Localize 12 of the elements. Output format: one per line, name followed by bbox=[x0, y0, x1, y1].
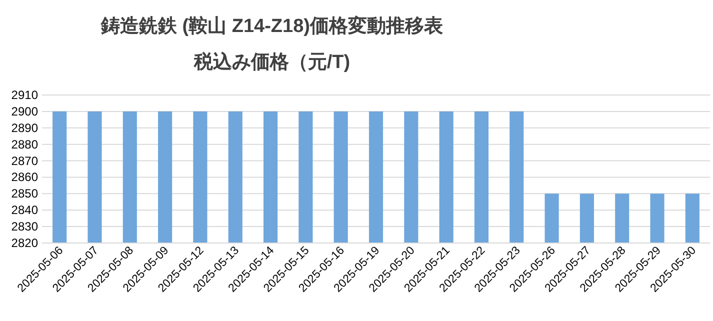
y-tick-label: 2840 bbox=[11, 203, 38, 218]
y-tick-label: 2860 bbox=[11, 170, 38, 184]
y-tick-label: 2880 bbox=[11, 137, 38, 152]
chart-title: 鋳造銑鉄 (鞍山 Z14-Z18)価格変動推移表 bbox=[100, 15, 444, 37]
y-tick-label: 2890 bbox=[11, 120, 38, 135]
y-tick-label: 2820 bbox=[11, 236, 38, 250]
y-tick-label: 2870 bbox=[11, 154, 38, 168]
chart-subtitle: 税込み価格（元/T) bbox=[192, 51, 350, 73]
y-tick-label: 2830 bbox=[11, 220, 38, 234]
y-tick-label: 2910 bbox=[11, 88, 38, 102]
y-tick-label: 2850 bbox=[11, 186, 38, 201]
y-tick-label: 2900 bbox=[11, 104, 38, 118]
